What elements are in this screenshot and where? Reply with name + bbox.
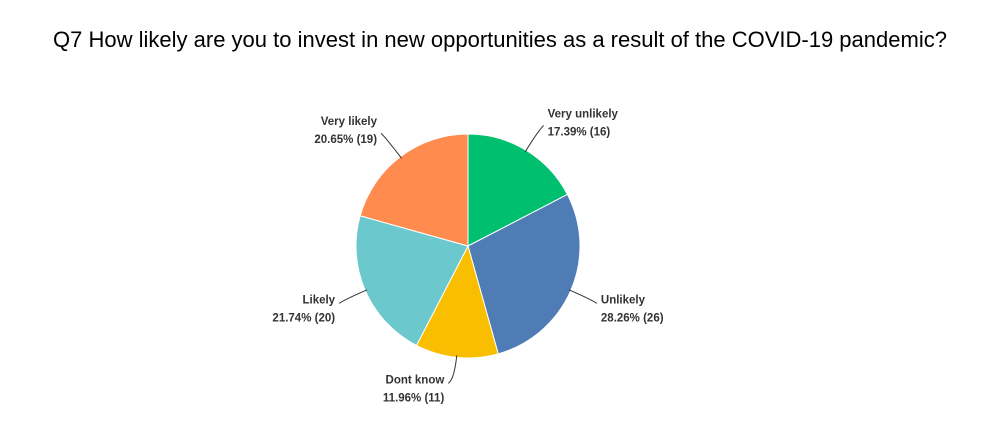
leader-line xyxy=(447,355,458,384)
leader-line xyxy=(338,289,368,304)
slice-label: Dont know xyxy=(386,374,445,386)
leader-line xyxy=(380,132,402,159)
slice-label: Likely xyxy=(302,294,335,306)
slice-label: Very likely xyxy=(321,116,378,128)
slice-label: Unlikely xyxy=(601,294,646,306)
leader-line xyxy=(568,289,598,304)
chart-title: Q7 How likely are you to invest in new o… xyxy=(53,27,947,52)
slice-value-label: 11.96% (11) xyxy=(383,392,445,404)
slice-value-label: 17.39% (16) xyxy=(548,127,611,139)
slice-value-label: 21.74% (20) xyxy=(272,312,335,324)
slice-value-label: 28.26% (26) xyxy=(601,312,664,324)
slice-label: Very unlikely xyxy=(548,109,619,121)
leader-line xyxy=(524,125,544,153)
slice-value-label: 20.65% (19) xyxy=(314,134,377,146)
